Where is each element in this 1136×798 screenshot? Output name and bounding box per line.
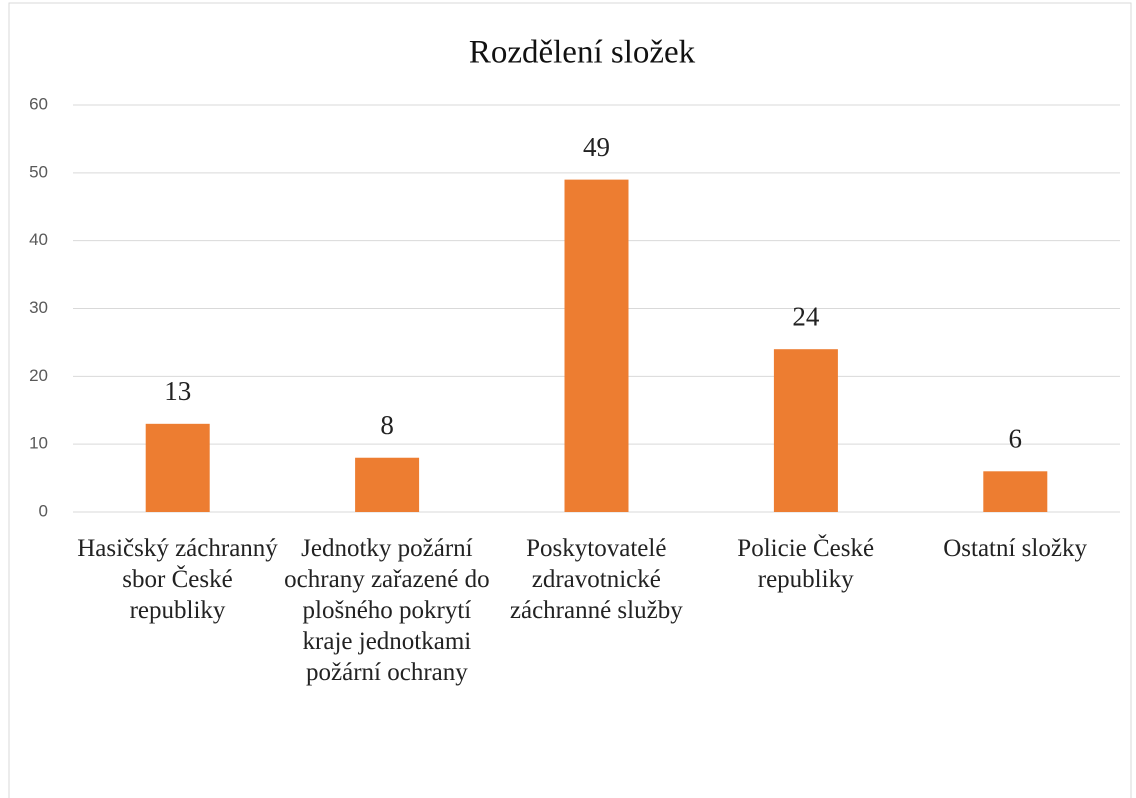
y-tick-label: 60	[29, 94, 48, 113]
x-tick-label: Jednotky požární ochrany zařazené do plo…	[284, 535, 490, 686]
bar	[145, 423, 210, 512]
x-tick-label: Poskytovatelé zdravotnické záchranné slu…	[509, 535, 683, 624]
y-tick-label: 30	[29, 298, 48, 317]
y-tick-label: 50	[29, 162, 48, 181]
x-tick-label: Policie České republiky	[737, 535, 875, 593]
bar	[564, 179, 629, 512]
y-tick-label: 40	[29, 230, 48, 249]
data-label: 24	[792, 301, 820, 331]
bar	[773, 349, 838, 512]
data-label: 8	[380, 410, 394, 440]
data-label: 13	[164, 376, 191, 406]
bar	[983, 471, 1048, 512]
y-tick-label: 20	[29, 366, 48, 385]
y-tick-label: 0	[39, 501, 48, 520]
x-tick-label: Ostatní složky	[943, 535, 1087, 562]
x-tick-label: Hasičský záchranný sbor České republiky	[77, 535, 278, 624]
y-tick-label: 10	[29, 434, 48, 453]
data-label: 6	[1009, 424, 1023, 454]
data-label: 49	[583, 132, 610, 162]
bar	[355, 457, 420, 512]
chart-title: Rozdělení složek	[469, 35, 696, 71]
chart-border	[8, 2, 1132, 798]
